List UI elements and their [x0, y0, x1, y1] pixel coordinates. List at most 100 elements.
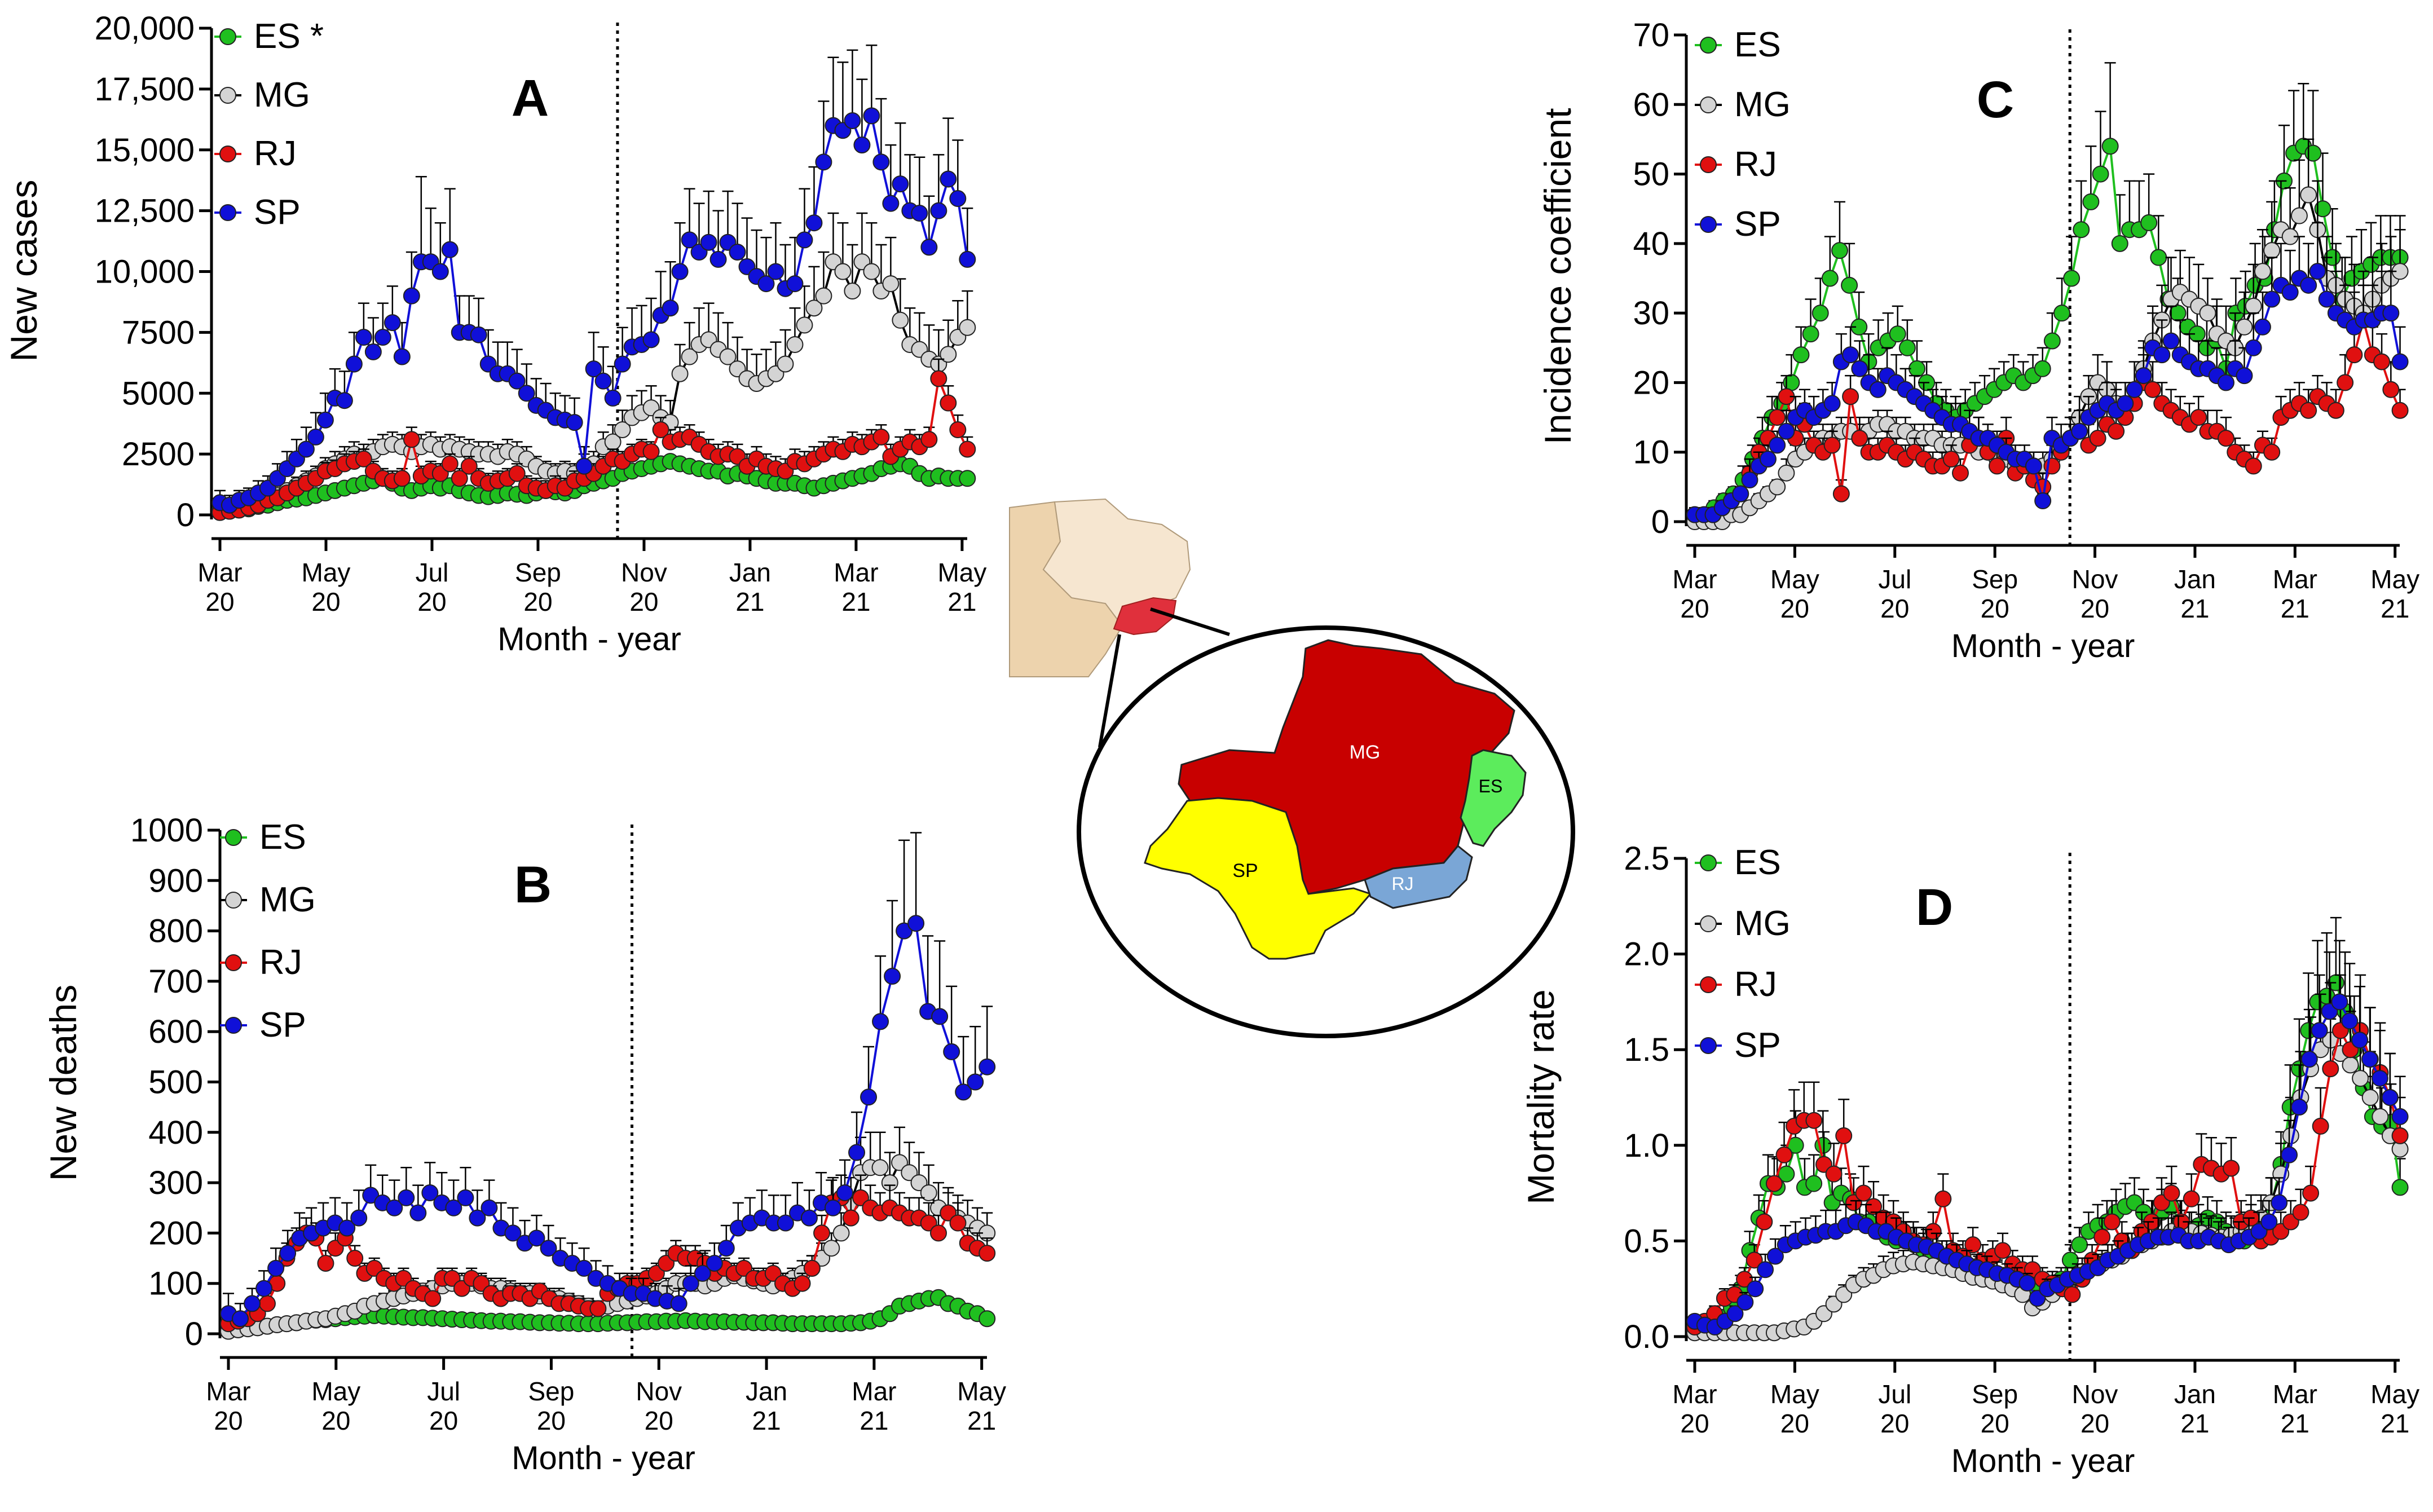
data-point-sp [384, 314, 401, 332]
data-point-sp [585, 360, 602, 378]
x-tick-label: Jul [1878, 565, 1911, 594]
x-axis-label: Month - year [497, 621, 681, 658]
y-tick-label: 900 [148, 862, 203, 899]
data-point-sp [757, 275, 775, 293]
data-point-sp [409, 1204, 427, 1222]
data-point-sp [920, 239, 938, 256]
x-tick-label: Sep [528, 1377, 575, 1406]
data-point-mg [1769, 478, 1786, 496]
data-point-rj [2302, 1184, 2320, 1202]
data-point-sp [2311, 1022, 2328, 1039]
data-point-es [1792, 346, 1810, 364]
panel-title: B [514, 856, 552, 914]
x-tick-label: 20 [2081, 1409, 2109, 1438]
x-tick-label: May [1770, 565, 1819, 594]
data-point-sp [2025, 457, 2042, 475]
data-point-rj [1934, 1190, 1952, 1207]
data-point-sp [979, 1058, 996, 1075]
data-point-mg [2352, 1070, 2369, 1087]
data-point-es [2063, 270, 2081, 287]
data-point-rj [1942, 451, 1960, 468]
data-point-sp [2309, 263, 2326, 280]
data-point-mg [2245, 297, 2262, 315]
data-point-sp [729, 243, 746, 261]
data-point-rj [1805, 1112, 1823, 1129]
data-point-rj [1851, 430, 1868, 447]
y-axis-label: New deaths [42, 985, 84, 1182]
data-point-mg [786, 336, 804, 353]
data-point-sp [872, 1013, 889, 1030]
data-point-es [1889, 325, 1906, 343]
data-point-sp [706, 1254, 723, 1272]
legend-marker-es [1700, 854, 1717, 871]
data-point-sp [508, 372, 526, 390]
data-point-sp [345, 355, 363, 373]
data-point-sp [1769, 437, 1786, 454]
data-point-sp [2135, 367, 2152, 385]
data-point-sp [2281, 284, 2299, 301]
legend-marker-sp [1700, 1037, 1717, 1054]
y-axis-label: Mortality rate [1520, 989, 1562, 1204]
data-point-sp [682, 1275, 699, 1292]
legend-marker-rj [1700, 976, 1717, 993]
data-point-sp [374, 329, 391, 346]
data-point-rj [2064, 1286, 2081, 1303]
y-tick-label: 5000 [122, 375, 195, 412]
x-tick-label: 20 [1780, 594, 1809, 623]
data-point-rj [424, 1290, 442, 1307]
legend-label-sp: SP [254, 193, 301, 232]
data-point-sp [431, 263, 449, 280]
x-tick-label: 21 [860, 1406, 888, 1435]
data-point-sp [279, 1245, 297, 1262]
y-tick-label: 800 [148, 913, 203, 950]
data-point-sp [2290, 1098, 2308, 1116]
x-tick-label: Jul [416, 558, 449, 587]
data-point-rj [2223, 1160, 2240, 1177]
data-point-es [979, 1310, 996, 1328]
data-point-rj [2391, 402, 2409, 419]
data-point-rj [920, 431, 938, 448]
data-point-sp [604, 389, 622, 407]
x-tick-label: May [302, 558, 351, 587]
data-point-es [2150, 249, 2167, 266]
data-point-sp [2391, 1108, 2409, 1125]
data-point-sp [1732, 485, 1749, 502]
y-tick-label: 10,000 [95, 254, 195, 290]
y-tick-label: 12,500 [95, 193, 195, 230]
x-tick-label: May [2370, 565, 2419, 594]
data-point-sp [364, 343, 382, 360]
data-point-sp [267, 1259, 285, 1277]
data-point-sp [575, 457, 593, 475]
data-point-sp [848, 1144, 866, 1161]
data-point-sp [297, 440, 315, 458]
data-point-sp [896, 922, 913, 940]
data-point-sp [805, 214, 823, 232]
data-point-sp [575, 1259, 593, 1277]
data-point-rj [652, 421, 669, 438]
legend-marker-mg [219, 87, 236, 104]
data-point-sp [959, 250, 976, 268]
data-point-sp [2236, 367, 2253, 385]
data-point-sp [1823, 395, 1841, 412]
data-point-mg [940, 346, 957, 363]
data-point-rj [2103, 1213, 2121, 1231]
data-point-rj [258, 1295, 276, 1312]
data-point-sp [1757, 1261, 1774, 1279]
data-point-sp [872, 153, 890, 171]
data-point-rj [2108, 422, 2125, 440]
map-connector-line [1150, 607, 1230, 636]
x-tick-label: 20 [311, 587, 340, 616]
data-point-rj [460, 457, 478, 475]
data-point-sp [316, 411, 334, 429]
data-point-sp [362, 1187, 380, 1204]
data-point-sp [614, 355, 631, 373]
data-point-sp [931, 1008, 949, 1025]
y-tick-label: 17,500 [95, 71, 195, 108]
data-point-sp [528, 1229, 545, 1247]
data-point-rj [2217, 430, 2234, 447]
data-point-sp [336, 392, 353, 409]
data-point-sp [836, 1184, 853, 1201]
data-point-rj [1825, 1165, 1843, 1183]
y-tick-label: 30 [1633, 295, 1669, 332]
